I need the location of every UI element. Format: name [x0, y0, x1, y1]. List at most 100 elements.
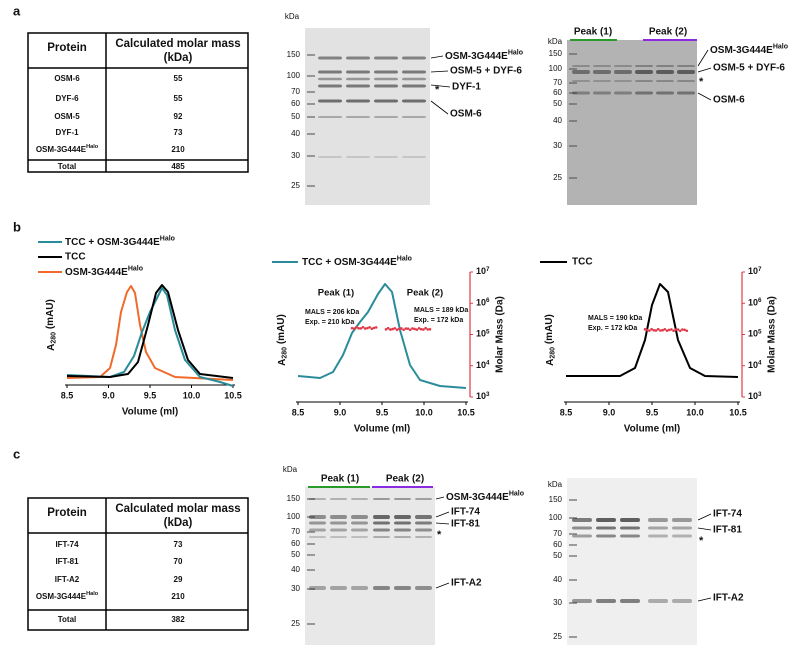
band-label-main: OSM-3G444E — [446, 492, 509, 503]
protein-band — [346, 99, 370, 103]
protein-band — [620, 526, 640, 530]
marker-label: 70 — [553, 529, 562, 538]
table-cell-sup: Halo — [86, 145, 99, 151]
ladder-band — [569, 120, 577, 122]
protein-band — [402, 156, 426, 158]
protein-band — [656, 70, 674, 74]
band-label: DYF-1 — [452, 82, 481, 93]
protein-band — [672, 526, 692, 530]
protein-band — [346, 70, 370, 74]
leader-line — [435, 582, 450, 589]
ladder-band — [307, 569, 315, 571]
protein-band — [596, 518, 616, 522]
ladder-band — [307, 543, 315, 545]
x-tick-label: 10.0 — [183, 390, 201, 400]
protein-band — [351, 528, 368, 532]
protein-band — [648, 599, 668, 603]
table-cell: 55 — [174, 94, 183, 103]
protein-band — [648, 526, 668, 530]
protein-band — [620, 518, 640, 522]
mals-point — [676, 328, 680, 331]
protein-band — [394, 515, 411, 519]
protein-band — [330, 528, 347, 532]
y2-tick-label-sup: 3 — [486, 391, 490, 398]
y2-tick-label: 105 — [748, 328, 762, 339]
mals-point — [650, 327, 653, 331]
protein-band — [596, 534, 616, 538]
protein-band — [572, 65, 590, 67]
leader-line — [435, 496, 445, 500]
protein-band — [374, 70, 398, 74]
y2-tick-label-sup: 7 — [758, 266, 762, 273]
gel-unit: kDa — [548, 37, 563, 46]
marker-label: 70 — [291, 527, 300, 536]
band-label: OSM-3G444EHalo — [446, 490, 524, 502]
mals-point — [656, 327, 660, 331]
mals-label: Exp. = 210 kDa — [305, 319, 354, 326]
protein-band — [351, 521, 368, 525]
protein-band — [318, 84, 342, 88]
marker-label: 60 — [291, 99, 300, 108]
table-header: (kDa) — [164, 52, 193, 64]
mals-point — [391, 327, 394, 331]
asterisk: * — [699, 535, 704, 547]
protein-band — [572, 534, 592, 538]
protein-band — [656, 91, 674, 95]
peak-label: Peak (1) — [574, 27, 612, 38]
protein-band — [635, 80, 653, 82]
protein-band — [572, 599, 592, 603]
marker-label: 25 — [291, 181, 300, 190]
table-cell-sup: Halo — [86, 592, 99, 598]
protein-band — [677, 65, 695, 67]
x-tick-label: 10.5 — [224, 390, 242, 400]
ladder-band — [307, 116, 315, 118]
protein-band — [309, 528, 326, 532]
mals-point — [352, 327, 356, 330]
protein-band — [394, 586, 411, 590]
ladder-band — [307, 185, 315, 187]
protein-band — [330, 536, 347, 538]
x-tick-label: 9.5 — [144, 390, 157, 400]
y2-tick-label-main: 10 — [748, 266, 758, 276]
table-cell-main: OSM-3G444E — [36, 592, 87, 601]
marker-label: 25 — [553, 632, 562, 641]
protein-band — [318, 56, 342, 60]
marker-label: 30 — [553, 598, 562, 607]
protein-band — [318, 77, 342, 81]
protein-band — [614, 70, 632, 74]
mals-point — [678, 329, 682, 333]
protein-band — [373, 515, 390, 519]
table-cell: 210 — [171, 145, 185, 154]
y2-tick-label-main: 10 — [476, 298, 486, 308]
legend-label-main: TCC + OSM-3G444E — [65, 237, 160, 248]
protein-band — [656, 65, 674, 67]
protein-band — [374, 56, 398, 60]
protein-band — [309, 586, 326, 590]
chromatogram-orange — [66, 285, 234, 381]
protein-band — [318, 99, 342, 103]
protein-band — [415, 586, 432, 590]
protein-band — [318, 116, 342, 118]
x-tick-label: 10.0 — [415, 407, 433, 417]
y-axis-label-main: A — [277, 359, 288, 366]
x-tick-label: 10.0 — [686, 407, 704, 417]
marker-label: 30 — [553, 141, 562, 150]
protein-band — [656, 80, 674, 82]
mals-point — [368, 325, 371, 329]
y-axis-label: A280 (mAU) — [544, 314, 557, 366]
y-axis-label-sub: 280 — [50, 332, 57, 344]
table-cell: DYF-6 — [55, 94, 79, 103]
band-label: OSM-5 + DYF-6 — [713, 63, 785, 74]
table-border — [27, 32, 249, 173]
protein-band — [593, 65, 611, 67]
marker-label: 30 — [291, 584, 300, 593]
table-cell: 73 — [174, 540, 183, 549]
leader-line — [697, 513, 712, 521]
table-header: Calculated molar mass — [115, 38, 240, 50]
ladder-band — [569, 53, 577, 55]
protein-band — [648, 518, 668, 522]
mals-point — [667, 328, 671, 332]
mals-point — [670, 328, 673, 331]
table-cell: IFT-81 — [55, 557, 79, 566]
y2-tick-label: 104 — [748, 359, 762, 370]
